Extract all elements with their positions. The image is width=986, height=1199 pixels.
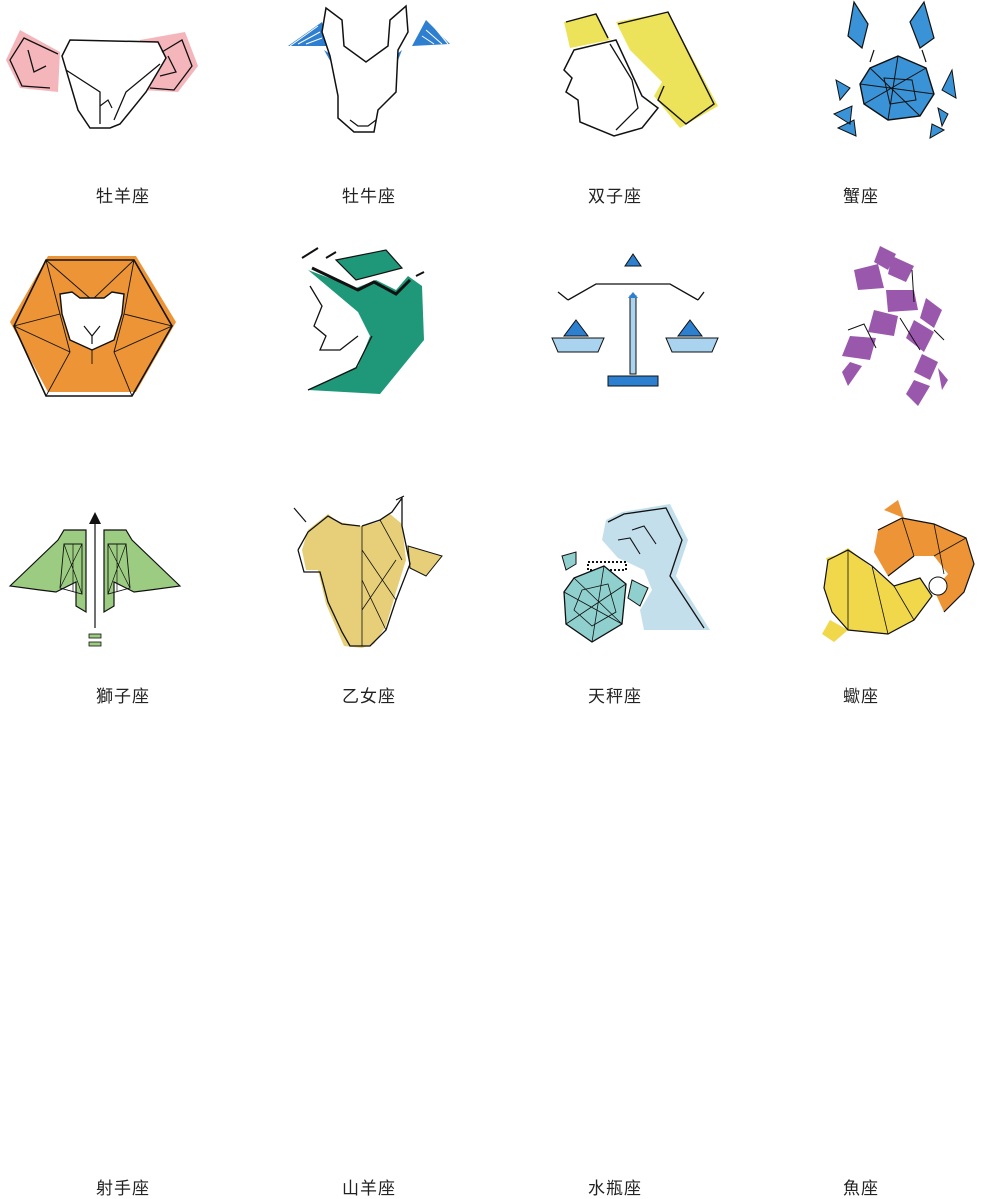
virgo-maiden-icon (246, 240, 492, 420)
sign-label-pisces: 魚座 (843, 1179, 879, 1199)
zodiac-card-leo: 獅子座 (0, 240, 246, 707)
zodiac-card-virgo: 乙女座 (246, 240, 492, 707)
sign-label-capricorn: 山羊座 (342, 1179, 396, 1199)
sign-label-leo: 獅子座 (96, 687, 150, 707)
sign-label-libra: 天秤座 (588, 687, 642, 707)
zodiac-card-pisces: 魚座 (738, 480, 984, 1199)
zodiac-card-aquarius: 水瓶座 (492, 480, 738, 1199)
capricorn-goat-icon (246, 480, 492, 660)
taurus-bull-icon (246, 0, 492, 180)
zodiac-card-gemini: 双子座 (492, 0, 738, 240)
leo-lion-icon (0, 240, 246, 420)
sign-label-virgo: 乙女座 (342, 687, 396, 707)
pisces-fish-icon (738, 480, 984, 660)
cancer-crab-icon (738, 0, 984, 180)
sign-label-taurus: 牡牛座 (342, 187, 396, 207)
zodiac-card-scorpio: 蠍座 (738, 240, 984, 707)
zodiac-card-taurus: 牡牛座 (246, 0, 492, 240)
aquarius-water-bearer-icon (492, 480, 738, 660)
aries-ram-icon (0, 0, 246, 180)
gemini-twins-icon (492, 0, 738, 180)
zodiac-card-cancer: 蟹座 (738, 0, 984, 240)
sign-label-cancer: 蟹座 (843, 187, 879, 207)
sign-label-scorpio: 蠍座 (843, 687, 879, 707)
libra-scales-icon (492, 240, 738, 420)
sign-label-aries: 牡羊座 (96, 187, 150, 207)
zodiac-card-aries: 牡羊座 (0, 0, 246, 240)
sign-label-sagittarius: 射手座 (96, 1179, 150, 1199)
zodiac-card-sagittarius: 射手座 (0, 480, 246, 1199)
zodiac-card-libra: 天秤座 (492, 240, 738, 707)
sign-label-gemini: 双子座 (588, 187, 642, 207)
scorpio-scorpion-icon (738, 240, 984, 420)
sagittarius-archer-icon (0, 480, 246, 660)
zodiac-card-capricorn: 山羊座 (246, 480, 492, 1199)
sign-label-aquarius: 水瓶座 (588, 1179, 642, 1199)
